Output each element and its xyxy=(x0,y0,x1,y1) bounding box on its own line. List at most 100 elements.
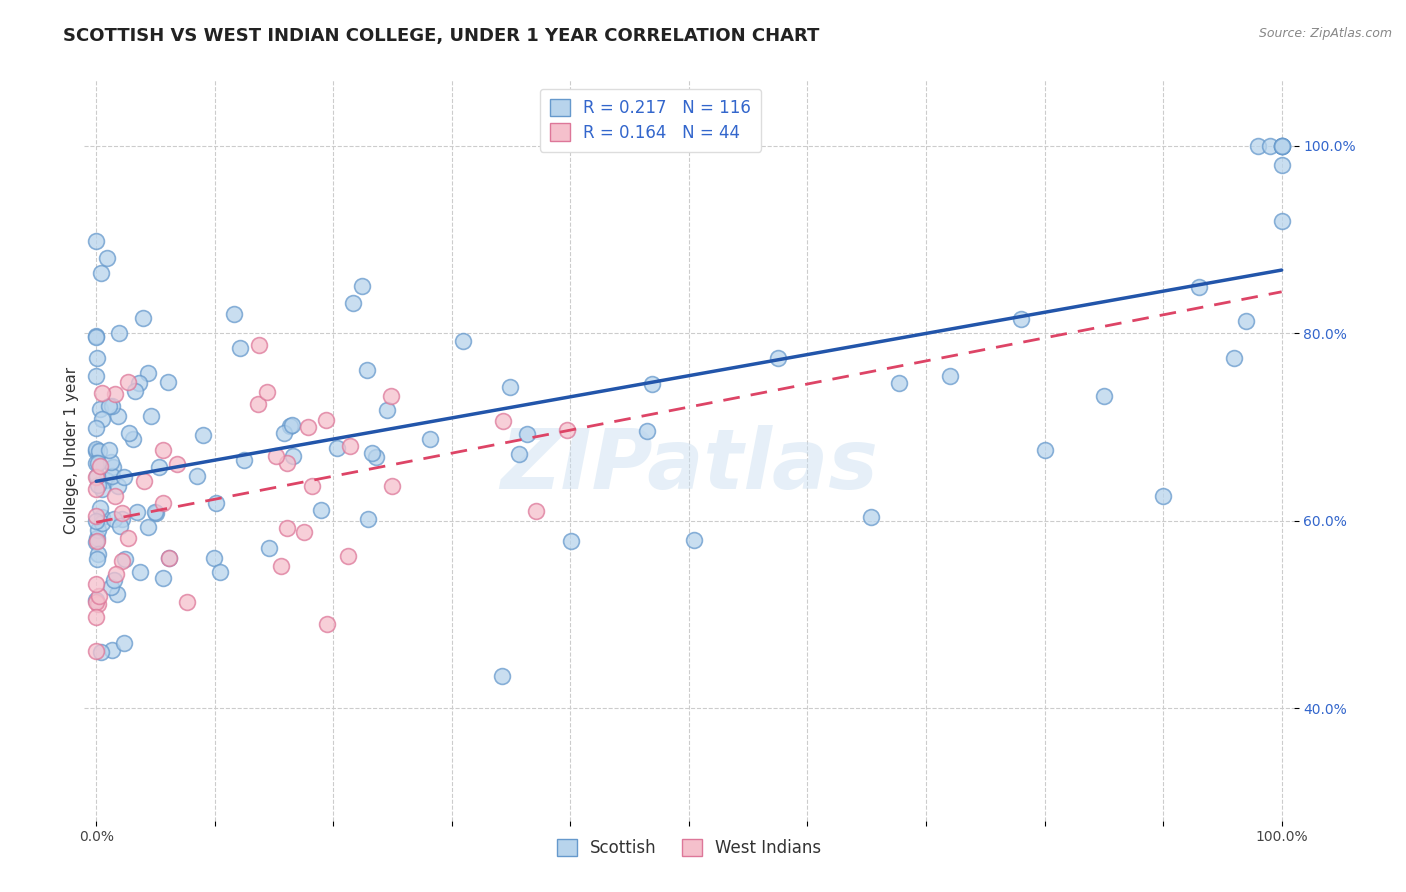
Point xyxy=(86,468,108,483)
Point xyxy=(283,449,305,463)
Point xyxy=(1152,489,1174,503)
Point xyxy=(516,426,538,441)
Point xyxy=(86,329,108,343)
Point xyxy=(148,460,170,475)
Point xyxy=(1271,214,1294,228)
Point xyxy=(94,473,117,487)
Point xyxy=(491,669,513,683)
Point xyxy=(84,420,107,434)
Point xyxy=(84,595,107,609)
Point xyxy=(90,266,112,280)
Point xyxy=(555,423,578,437)
Point xyxy=(84,482,107,496)
Point xyxy=(87,456,110,470)
Point xyxy=(87,523,110,537)
Point xyxy=(89,444,111,458)
Point xyxy=(86,531,108,545)
Point xyxy=(86,351,108,366)
Point xyxy=(339,438,361,452)
Point xyxy=(1223,351,1246,366)
Point xyxy=(114,551,136,566)
Point xyxy=(132,475,155,489)
Point xyxy=(381,478,404,492)
Point xyxy=(84,534,107,549)
Point xyxy=(191,427,214,442)
Point xyxy=(301,479,323,493)
Point xyxy=(111,512,134,526)
Point xyxy=(111,506,134,520)
Point xyxy=(278,419,301,434)
Point xyxy=(89,458,111,473)
Point xyxy=(204,496,226,510)
Point xyxy=(1033,442,1056,457)
Point xyxy=(89,589,111,603)
Point xyxy=(90,516,112,531)
Point xyxy=(98,400,121,414)
Point xyxy=(224,307,246,321)
Point xyxy=(87,478,110,492)
Point xyxy=(118,425,141,440)
Point xyxy=(90,509,112,524)
Point xyxy=(145,506,167,520)
Point xyxy=(128,376,150,391)
Point xyxy=(84,235,107,249)
Point xyxy=(86,597,108,611)
Point xyxy=(136,520,159,534)
Point xyxy=(453,334,475,348)
Point xyxy=(246,397,269,411)
Point xyxy=(127,505,149,519)
Point xyxy=(232,452,254,467)
Point xyxy=(104,387,127,401)
Point xyxy=(143,505,166,519)
Point xyxy=(96,251,118,265)
Point xyxy=(315,413,337,427)
Point xyxy=(229,341,252,355)
Point xyxy=(273,425,295,440)
Point xyxy=(380,389,402,403)
Point xyxy=(887,376,910,391)
Point xyxy=(98,442,121,457)
Point xyxy=(122,433,145,447)
Point xyxy=(492,414,515,428)
Point xyxy=(84,610,107,624)
Point xyxy=(337,549,360,563)
Point xyxy=(1188,280,1211,294)
Point xyxy=(276,521,298,535)
Point xyxy=(257,541,280,555)
Point xyxy=(186,468,208,483)
Point xyxy=(124,384,146,399)
Point xyxy=(141,409,163,424)
Point xyxy=(1092,389,1115,403)
Point xyxy=(89,401,111,416)
Point xyxy=(91,483,114,497)
Point xyxy=(128,566,150,580)
Point xyxy=(108,518,131,533)
Point xyxy=(112,470,135,484)
Point xyxy=(84,470,107,484)
Point xyxy=(112,636,135,650)
Point xyxy=(107,409,129,424)
Point xyxy=(311,503,333,517)
Point xyxy=(176,595,198,609)
Point xyxy=(132,311,155,326)
Point xyxy=(117,375,139,389)
Point xyxy=(101,643,124,657)
Point xyxy=(105,587,128,601)
Point xyxy=(157,550,180,565)
Point xyxy=(117,531,139,545)
Point xyxy=(100,399,122,413)
Point xyxy=(281,417,304,432)
Point xyxy=(84,593,107,607)
Point xyxy=(86,533,108,548)
Point xyxy=(1258,139,1281,153)
Point xyxy=(86,457,108,471)
Point xyxy=(419,432,441,446)
Point xyxy=(860,509,883,524)
Point xyxy=(1010,311,1032,326)
Point xyxy=(560,533,582,548)
Point xyxy=(91,411,114,425)
Point xyxy=(157,550,180,565)
Point xyxy=(101,468,124,483)
Point xyxy=(84,509,107,524)
Point xyxy=(1271,158,1294,172)
